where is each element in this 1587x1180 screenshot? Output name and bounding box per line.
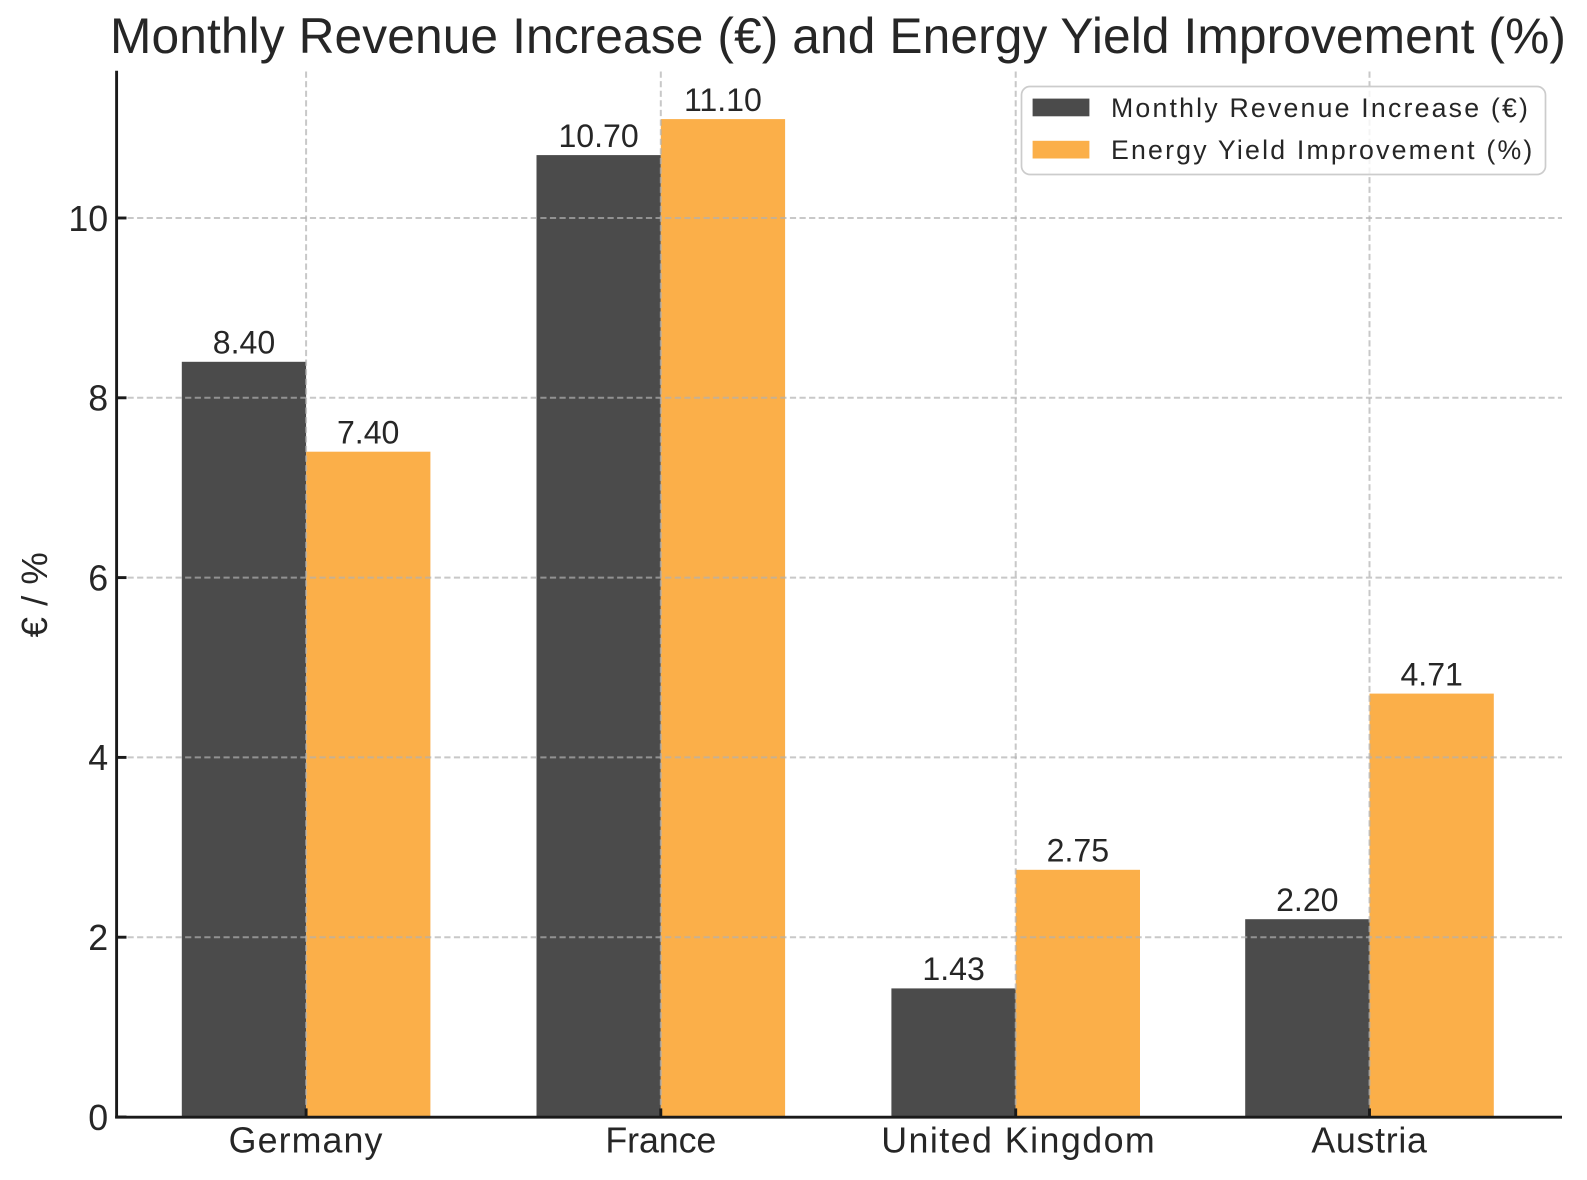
svg-text:United Kingdom: United Kingdom [881, 1120, 1156, 1160]
svg-text:€ / %: € / % [14, 552, 55, 638]
svg-text:0: 0 [88, 1098, 108, 1138]
svg-text:8: 8 [88, 379, 108, 419]
svg-text:6: 6 [88, 558, 108, 598]
svg-text:2: 2 [88, 918, 108, 958]
svg-text:Monthly Revenue Increase (€): Monthly Revenue Increase (€) [1111, 93, 1530, 123]
svg-text:10: 10 [68, 199, 108, 239]
svg-text:2.75: 2.75 [1047, 833, 1109, 869]
svg-text:Austria: Austria [1311, 1120, 1427, 1160]
svg-text:1.43: 1.43 [922, 951, 984, 987]
svg-text:10.70: 10.70 [558, 118, 638, 154]
svg-text:7.40: 7.40 [337, 415, 399, 451]
svg-text:4.71: 4.71 [1400, 656, 1462, 692]
svg-text:Germany: Germany [229, 1120, 384, 1160]
svg-text:Energy Yield Improvement (%): Energy Yield Improvement (%) [1111, 135, 1535, 165]
svg-text:2.20: 2.20 [1276, 882, 1338, 918]
svg-text:8.40: 8.40 [213, 325, 275, 361]
svg-text:France: France [605, 1120, 716, 1160]
svg-text:4: 4 [88, 738, 108, 778]
svg-text:Monthly Revenue Increase (€) a: Monthly Revenue Increase (€) and Energy … [110, 8, 1566, 64]
svg-text:11.10: 11.10 [684, 82, 762, 118]
